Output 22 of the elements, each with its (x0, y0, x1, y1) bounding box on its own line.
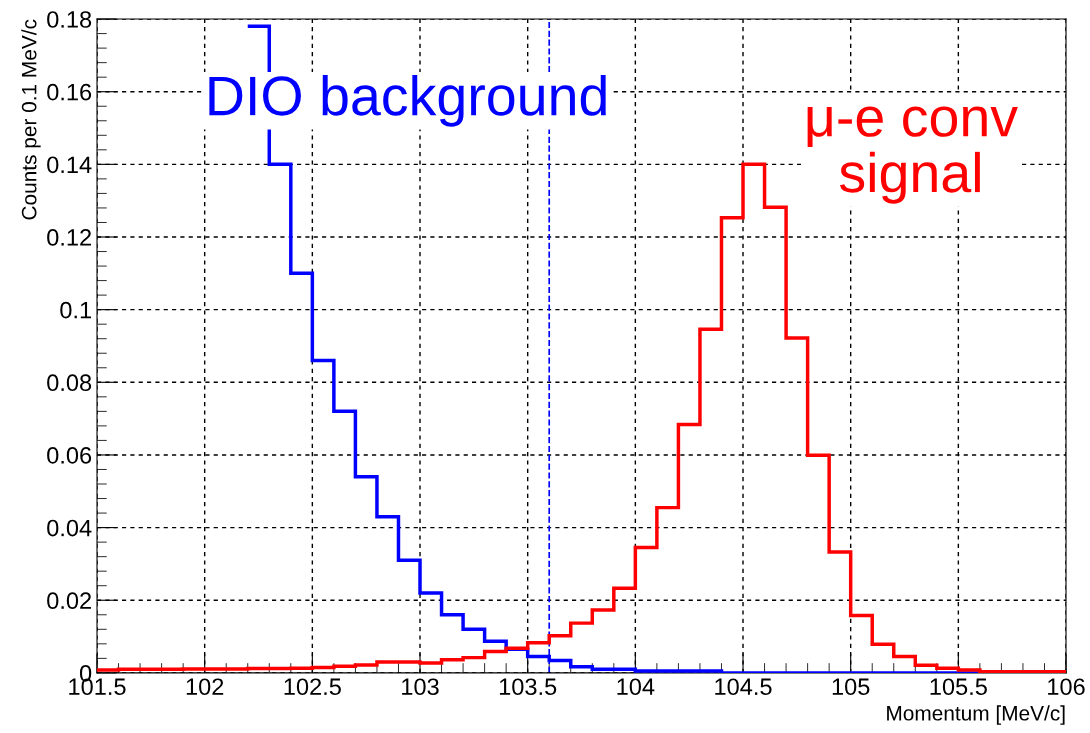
y-tick-label: 0.04 (47, 519, 92, 537)
x-tick-label: 104.5 (715, 678, 772, 696)
x-tick-label: 104 (617, 678, 655, 696)
y-tick-label: 0.1 (60, 301, 91, 319)
y-tick-label: 0.12 (47, 229, 91, 246)
y-tick-label: 0.18 (47, 11, 92, 28)
x-tick-label: 102.5 (284, 678, 341, 696)
y-axis-title: Counts per 0.1 MeV/c (21, 19, 41, 220)
x-tick-label: 103 (402, 678, 439, 696)
y-tick-label: 0.02 (47, 592, 91, 610)
series-label: DIO background (209, 74, 606, 127)
x-tick-label: 103.5 (499, 678, 557, 696)
y-tick-label: 0.08 (47, 374, 92, 392)
x-tick-label: 106 (1048, 678, 1085, 696)
x-tick-label: 105 (832, 678, 870, 696)
x-tick-label: 105.5 (930, 678, 987, 696)
x-tick-label: 102 (186, 678, 224, 696)
y-tick-label: 0.14 (47, 156, 92, 174)
x-axis-title: Momentum [MeV/c] (887, 705, 1065, 725)
y-tick-label: 0.06 (47, 447, 92, 464)
series-label: μ-e conv signal (807, 106, 1018, 204)
y-tick-label: 0.16 (47, 83, 92, 101)
